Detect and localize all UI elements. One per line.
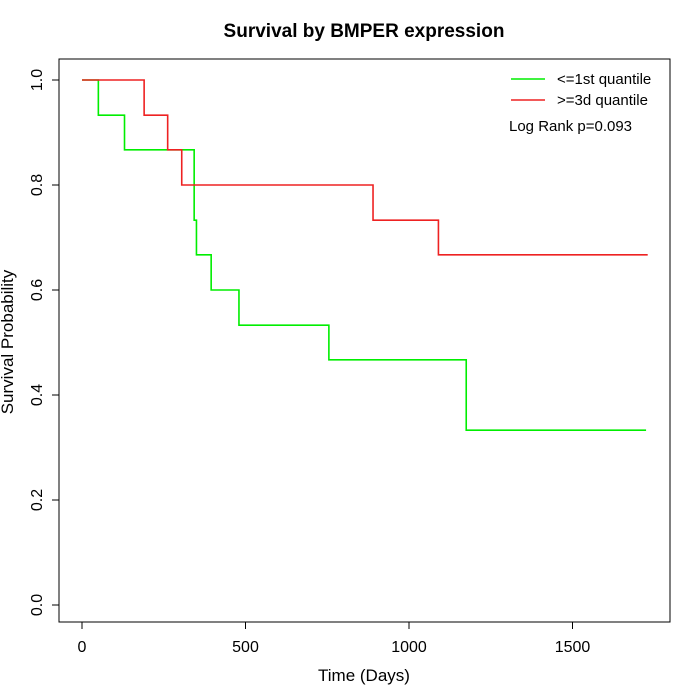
y-tick-label: 0.8 [29, 174, 46, 196]
y-tick-label: 0.6 [29, 279, 46, 301]
y-tick-label: 0.4 [29, 384, 46, 406]
log-rank-annotation: Log Rank p=0.093 [509, 118, 632, 135]
chart-title: Survival by BMPER expression [224, 21, 505, 42]
x-tick-label: 0 [78, 639, 87, 656]
y-axis: 0.0 0.2 0.4 0.6 0.8 1.0 [29, 69, 60, 616]
series-layer [82, 79, 648, 431]
x-tick-label: 500 [232, 639, 259, 656]
y-tick-label: 1.0 [29, 69, 46, 91]
x-axis-label: Time (Days) [318, 666, 410, 685]
plot-frame [58, 58, 671, 623]
series-line-high [82, 79, 648, 256]
x-tick-label: 1000 [391, 639, 427, 656]
y-tick-label: 0.0 [29, 594, 46, 616]
y-axis-label: Survival Probability [0, 269, 17, 414]
legend-label: >=3d quantile [557, 92, 648, 109]
legend: <=1st quantile >=3d quantile [511, 71, 651, 109]
x-tick-label: 1500 [555, 639, 591, 656]
y-tick-label: 0.2 [29, 489, 46, 511]
series-line-low [82, 79, 647, 431]
x-axis: 0 500 1000 1500 [78, 621, 591, 656]
legend-label: <=1st quantile [557, 71, 651, 88]
